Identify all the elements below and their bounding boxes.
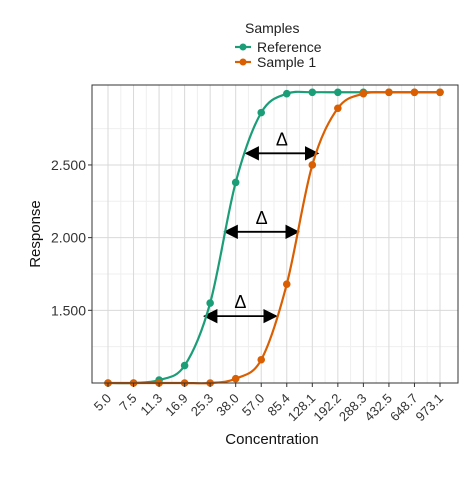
legend-marker-1 xyxy=(239,43,247,51)
grid-layer xyxy=(92,85,458,383)
series-point-2-9 xyxy=(308,161,317,169)
x-tick-label-7: 57.0 xyxy=(239,391,268,420)
x-tick-label-9: 128.1 xyxy=(285,391,319,425)
series-point-2-14 xyxy=(436,88,444,97)
annotation-layer: Δ Δ Δ xyxy=(203,129,320,324)
y-tick-label-3: 2.500 xyxy=(51,157,86,173)
x-tick-label-1: 5.0 xyxy=(91,391,114,414)
x-tick-label-6: 38.0 xyxy=(213,391,242,420)
series-point-2-12 xyxy=(385,88,393,97)
x-axis: 5.0 7.511.316.925.338.057.085.4128.1192.2… xyxy=(91,383,446,424)
x-tick-label-10: 192.2 xyxy=(310,391,344,425)
series-point-1-5 xyxy=(206,299,214,307)
delta-label-3: Δ xyxy=(234,292,246,312)
x-tick-label-5: 25.3 xyxy=(188,391,217,420)
legend-label-2: Sample 1 xyxy=(257,54,316,70)
x-axis-title: Concentration xyxy=(225,431,318,448)
series-point-2-11 xyxy=(359,89,368,98)
legend-title: Samples xyxy=(245,20,299,36)
series-point-1-9 xyxy=(308,88,317,97)
x-tick-label-11: 288.3 xyxy=(336,391,370,425)
series-point-1-8 xyxy=(282,89,291,98)
series-point-1-6 xyxy=(231,178,240,187)
x-tick-label-4: 16.9 xyxy=(162,391,191,420)
y-tick-label-2: 2.000 xyxy=(51,230,86,246)
x-tick-label-2: 7.5 xyxy=(116,391,139,414)
y-axis: 1.500 2.000 2.500 xyxy=(51,157,92,318)
x-tick-label-12: 432.5 xyxy=(361,391,395,425)
delta-label-2: Δ xyxy=(256,208,268,228)
x-tick-label-13: 648.7 xyxy=(387,391,421,425)
plot-area: Δ Δ Δ xyxy=(91,84,459,387)
series-point-1-4 xyxy=(180,361,189,370)
delta-label-1: Δ xyxy=(276,129,288,149)
series-point-2-6 xyxy=(231,374,240,383)
y-axis-title: Response xyxy=(27,200,44,268)
series-point-1-7 xyxy=(257,108,266,117)
legend-marker-2 xyxy=(239,58,247,66)
series-point-2-7 xyxy=(257,355,266,364)
legend-label-1: Reference xyxy=(257,39,322,55)
y-tick-label-1: 1.500 xyxy=(51,302,86,318)
series-point-2-10 xyxy=(334,104,342,113)
x-tick-label-3: 11.3 xyxy=(137,391,165,419)
plot-border xyxy=(91,84,459,384)
x-tick-label-14: 973.1 xyxy=(413,391,447,425)
series-point-2-8 xyxy=(282,280,291,288)
series-point-2-13 xyxy=(410,88,419,97)
series-point-1-10 xyxy=(334,88,342,97)
